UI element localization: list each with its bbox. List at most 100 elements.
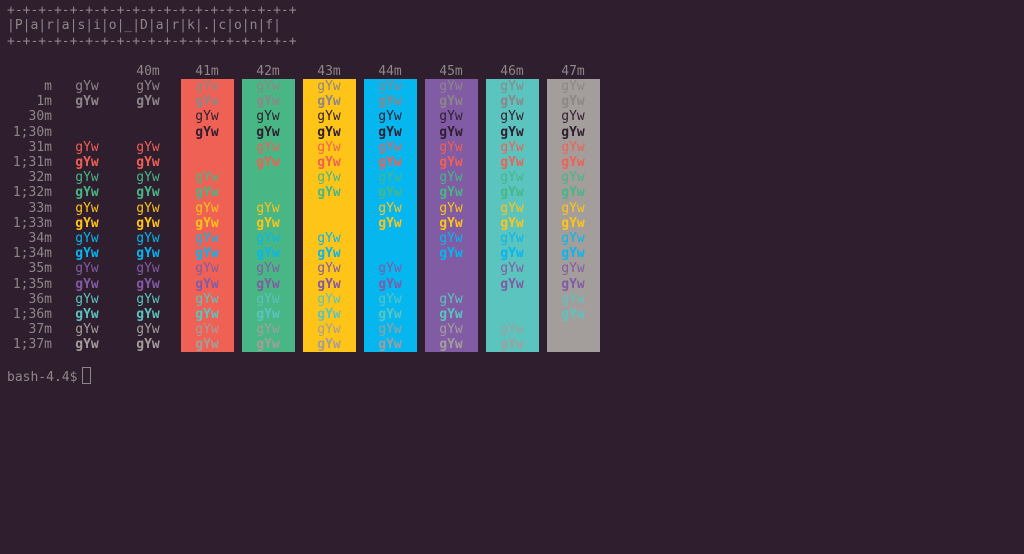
sample-cell: gYw [195, 79, 219, 94]
sample-cell: gYw [317, 109, 341, 125]
sample-cell: gYw [378, 200, 402, 216]
sample-cell: gYw [256, 337, 280, 353]
sample-cell: gYw [256, 185, 280, 201]
sample-cell: gYw [500, 231, 524, 246]
sample-cell: gYw [136, 200, 160, 216]
bg-column-46m [486, 79, 539, 352]
sample-cell: gYw [136, 231, 160, 246]
row-label: 30m [28, 109, 52, 125]
sample-cell: gYw [75, 231, 99, 246]
sample-cell: gYw [317, 215, 341, 231]
sample-cell: gYw [256, 322, 280, 338]
sample-cell: gYw [136, 94, 160, 110]
sample-cell: gYw [500, 109, 524, 125]
sample-cell: gYw [75, 170, 99, 186]
sample-cell: gYw [195, 155, 219, 170]
sample-cell: gYw [439, 170, 463, 186]
bg-column-43m [303, 79, 356, 352]
sample-cell: gYw [256, 79, 280, 94]
sample-cell: gYw [500, 291, 524, 307]
sample-cell: gYw [500, 94, 524, 110]
sample-cell: gYw [500, 261, 524, 277]
column-header: 45m [439, 64, 463, 79]
sample-cell: gYw [256, 215, 280, 231]
sample-cell: gYw [195, 170, 219, 186]
sample-cell: gYw [317, 246, 341, 262]
sample-cell: gYw [75, 276, 99, 292]
sample-cell: gYw [75, 79, 99, 94]
sample-cell: gYw [378, 215, 402, 231]
sample-cell: gYw [75, 94, 99, 110]
sample-cell: gYw [378, 291, 402, 307]
row-label: 33m [28, 200, 52, 216]
sample-cell: gYw [378, 307, 402, 322]
sample-cell: gYw [439, 139, 463, 155]
sample-cell: gYw [561, 124, 585, 140]
sample-cell: gYw [75, 185, 99, 201]
sample-cell: gYw [256, 170, 280, 186]
sample-cell: gYw [256, 307, 280, 322]
sample-cell: gYw [500, 79, 524, 94]
bg-column-44m [364, 79, 417, 352]
sample-cell: gYw [561, 215, 585, 231]
row-label: 1;34m [12, 246, 52, 262]
sample-cell: gYw [136, 185, 160, 201]
sample-cell: gYw [439, 322, 463, 338]
sample-cell: gYw [256, 246, 280, 262]
sample-cell: gYw [378, 322, 402, 338]
sample-cell: gYw [75, 109, 99, 125]
row-label: 35m [28, 261, 52, 277]
text-cursor [82, 367, 92, 384]
sample-cell: gYw [256, 94, 280, 110]
sample-cell: gYw [378, 79, 402, 94]
sample-cell: gYw [561, 79, 585, 94]
sample-cell: gYw [439, 215, 463, 231]
sample-cell: gYw [75, 261, 99, 277]
sample-cell: gYw [439, 124, 463, 140]
sample-cell: gYw [317, 200, 341, 216]
bg-column-42m [242, 79, 295, 352]
sample-cell: gYw [561, 246, 585, 262]
column-header: 43m [317, 64, 341, 79]
sample-cell: gYw [378, 261, 402, 277]
sample-cell: gYw [439, 109, 463, 125]
row-label: 32m [28, 170, 52, 186]
sample-cell: gYw [439, 79, 463, 94]
sample-cell: gYw [195, 124, 219, 140]
row-label: 37m [28, 322, 52, 338]
row-label: 1;37m [12, 337, 52, 353]
sample-cell: gYw [136, 246, 160, 262]
sample-cell: gYw [136, 337, 160, 353]
sample-cell: gYw [378, 170, 402, 186]
sample-cell: gYw [136, 155, 160, 170]
bg-column-45m [425, 79, 478, 352]
sample-cell: gYw [439, 94, 463, 110]
sample-cell: gYw [500, 307, 524, 322]
sample-cell: gYw [256, 200, 280, 216]
row-label: 1;33m [12, 215, 52, 231]
sample-cell: gYw [136, 124, 160, 140]
column-header: 46m [500, 64, 524, 79]
shell-prompt-line[interactable]: bash-4.4$ [7, 367, 92, 386]
sample-cell: gYw [378, 185, 402, 201]
sample-cell: gYw [75, 307, 99, 322]
sample-cell: gYw [378, 124, 402, 140]
row-label: 36m [28, 291, 52, 307]
sample-cell: gYw [317, 170, 341, 186]
sample-cell: gYw [500, 200, 524, 216]
sample-cell: gYw [317, 322, 341, 338]
sample-cell: gYw [136, 291, 160, 307]
sample-cell: gYw [500, 276, 524, 292]
sample-cell: gYw [75, 124, 99, 140]
row-label: 1;36m [12, 307, 52, 322]
sample-cell: gYw [75, 215, 99, 231]
row-label: m [44, 79, 52, 94]
banner-bottom-border: +-+-+-+-+-+-+-+-+-+-+-+-+-+-+-+-+-+-+ [7, 34, 297, 49]
sample-cell: gYw [75, 322, 99, 338]
sample-cell: gYw [378, 155, 402, 170]
sample-cell: gYw [195, 291, 219, 307]
sample-cell: gYw [256, 109, 280, 125]
sample-cell: gYw [378, 231, 402, 246]
sample-cell: gYw [195, 261, 219, 277]
